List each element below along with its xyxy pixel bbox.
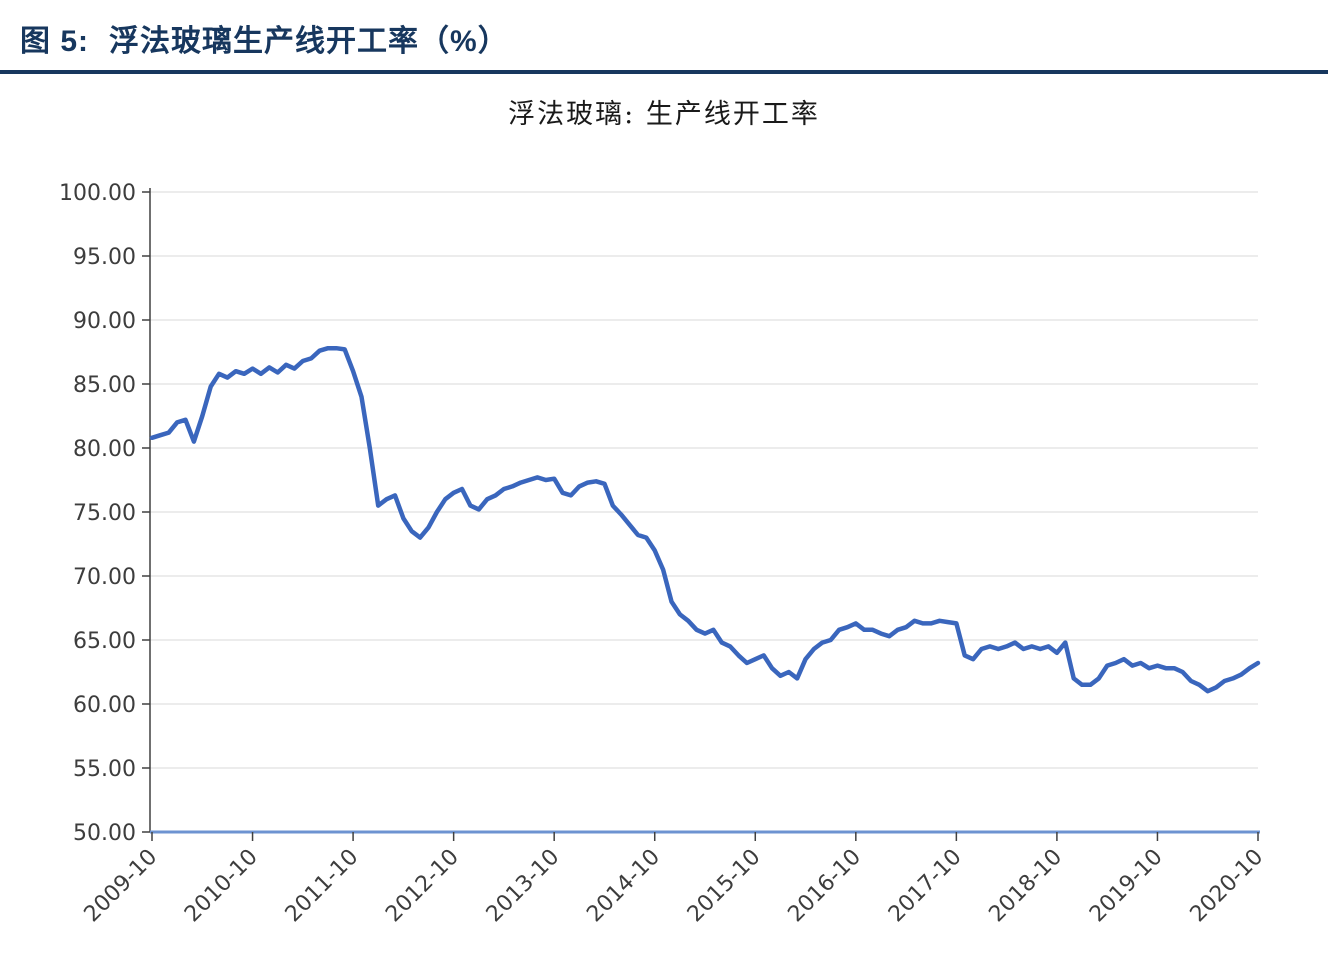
figure-title: 浮法玻璃生产线开工率（%） — [109, 25, 509, 58]
x-tick-label: 2018-10 — [984, 845, 1067, 928]
chart-canvas: 100.00 95.00 90.00 85.00 80.00 75.00 70.00 65.0… — [59, 181, 1269, 928]
x-tick-label: 2014-10 — [582, 845, 665, 928]
x-tick-label: 2009-10 — [80, 845, 163, 928]
chart-title: 浮法玻璃: 生产线开工率 — [508, 99, 820, 130]
y-tick-label: 70.00 — [73, 565, 136, 590]
x-tick-label: 2019-10 — [1085, 845, 1168, 928]
y-tick-label: 90.00 — [73, 309, 136, 334]
y-tick-label: 50.00 — [73, 821, 136, 846]
chart-area: 100.00 95.00 90.00 85.00 80.00 75.00 70.00 65.0… — [0, 144, 1328, 980]
x-tick-label: 2015-10 — [683, 845, 766, 928]
x-tick-label: 2016-10 — [783, 845, 866, 928]
figure-header: 图 5: 浮法玻璃生产线开工率（%） — [0, 0, 1328, 74]
x-tick-label: 2013-10 — [482, 845, 565, 928]
x-tick-label: 2017-10 — [884, 845, 967, 928]
y-tick-label: 100.00 — [59, 181, 136, 206]
gridlines — [150, 191, 1258, 769]
x-tick-label: 2011-10 — [281, 845, 364, 928]
y-tick-label: 80.00 — [73, 437, 136, 462]
y-tick-label: 55.00 — [73, 757, 136, 782]
y-tick-label: 65.00 — [73, 629, 136, 654]
y-axis-labels: 100.00 95.00 90.00 85.00 80.00 75.00 70.00 65.0… — [59, 181, 150, 846]
figure-label: 图 5: — [20, 25, 90, 58]
y-tick-label: 60.00 — [73, 693, 136, 718]
x-tick-label: 2020-10 — [1186, 845, 1269, 928]
x-tick-label: 2012-10 — [381, 845, 464, 928]
data-line — [149, 345, 1261, 694]
y-tick-label: 95.00 — [73, 245, 136, 270]
x-axis-labels: 2009-10 2010-10 2011-10 2012-10 2013-10 2014-… — [80, 832, 1269, 928]
x-tick-label: 2010-10 — [180, 845, 263, 928]
y-tick-label: 85.00 — [73, 373, 136, 398]
y-tick-label: 75.00 — [73, 501, 136, 526]
